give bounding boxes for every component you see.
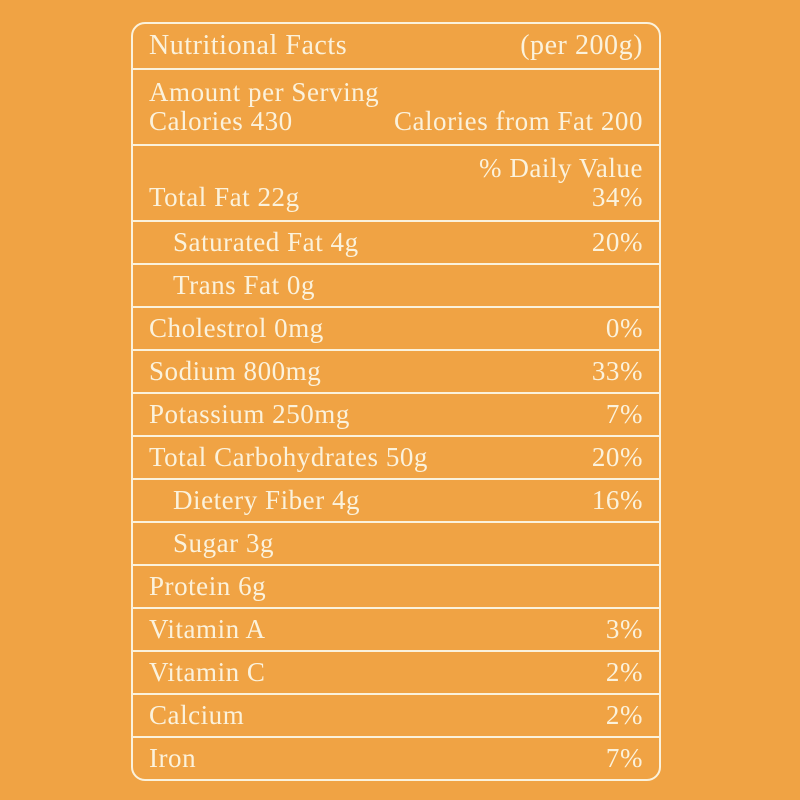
nutrient-name: Protein 6g [149,571,267,601]
nutrient-name: Sugar 3g [173,528,275,558]
table-row: Cholestrol 0mg 0% [133,306,659,349]
amount-per-serving-heading: Amount per Serving [149,77,380,107]
table-row: Total Carbohydrates 50g 20% [133,435,659,478]
nutrient-daily-value: 2% [605,700,643,730]
nutrient-daily-value: 16% [591,485,643,515]
table-row: Calcium 2% [133,693,659,736]
nutrient-daily-value: 20% [591,442,643,472]
serving-size-note: (per 200g) [520,30,643,61]
nutrient-name: Sodium 800mg [149,356,322,386]
nutrient-daily-value: 0% [605,313,643,343]
table-row: Protein 6g [133,564,659,607]
nutrient-name: Total Carbohydrates 50g [149,442,428,472]
nutrient-daily-value: 20% [591,227,643,257]
nutrient-daily-value: 33% [591,356,643,386]
nutrient-daily-value: 7% [605,399,643,429]
nutrient-name: Potassium 250mg [149,399,350,429]
nutrient-name: Saturated Fat 4g [173,227,359,257]
table-row: Dietery Fiber 4g 16% [133,478,659,521]
amount-per-serving-section: Amount per Serving Calories 430 Calories… [133,68,659,144]
table-row: Total Fat 22g 34% [149,183,643,212]
calories-line: Calories 430 Calories from Fat 200 [149,107,643,136]
table-row: Vitamin C 2% [133,650,659,693]
calories-from-fat-value: Calories from Fat 200 [393,106,643,136]
panel-title: Nutritional Facts [149,30,348,61]
header-section: Nutritional Facts (per 200g) [133,24,659,68]
daily-value-heading: % Daily Value [479,153,643,183]
table-row: Saturated Fat 4g 20% [133,220,659,263]
table-row: Potassium 250mg 7% [133,392,659,435]
nutrient-name: Iron [149,743,197,773]
nutrient-name: Vitamin A [149,614,266,644]
nutrient-name: Calcium [149,700,245,730]
nutrient-daily-value: 34% [591,182,643,212]
nutrient-name: Trans Fat 0g [173,270,316,300]
nutrient-daily-value: 3% [605,614,643,644]
nutrient-name: Cholestrol 0mg [149,313,324,343]
table-row: Vitamin A 3% [133,607,659,650]
daily-value-section: % Daily Value Total Fat 22g 34% [133,144,659,220]
nutrient-daily-value: 7% [605,743,643,773]
calories-value: Calories 430 [149,106,293,136]
nutrient-name: Total Fat 22g [149,182,300,212]
nutrient-daily-value: 2% [605,657,643,687]
nutrient-name: Dietery Fiber 4g [173,485,361,515]
nutrition-facts-panel: Nutritional Facts (per 200g) Amount per … [131,22,661,781]
table-row: Trans Fat 0g [133,263,659,306]
table-row: Iron 7% [133,736,659,779]
nutrient-name: Vitamin C [149,657,266,687]
table-row: Sugar 3g [133,521,659,564]
table-row: Sodium 800mg 33% [133,349,659,392]
